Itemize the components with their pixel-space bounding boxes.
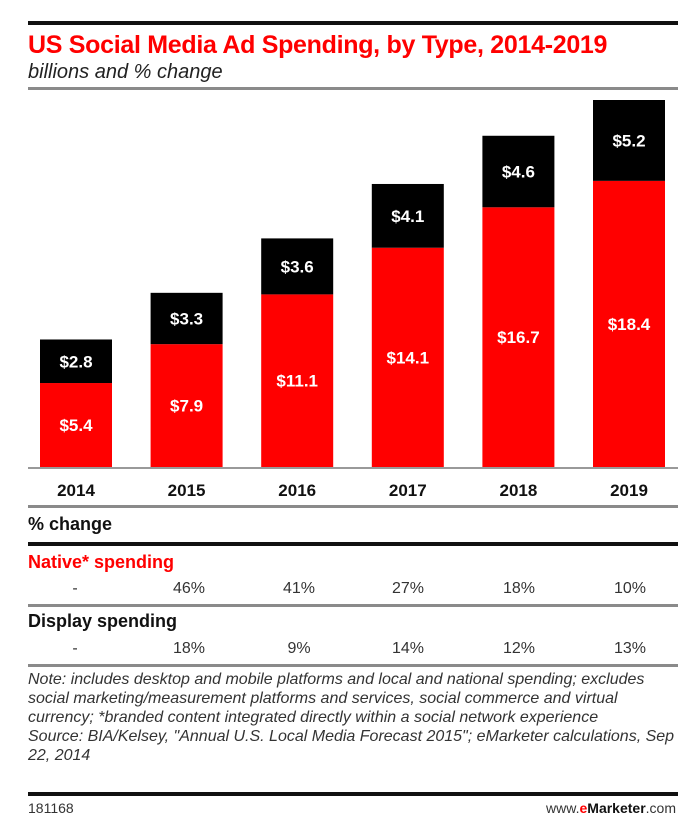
display-bar-2019 — [593, 100, 665, 181]
stacked-bar-chart: $5.4 $2.8 $7.9 $3.3 $11.1 $3.6 $14.1 $4.1 $16.7 $… — [28, 100, 678, 500]
brand-suffix: .com — [645, 800, 676, 816]
table-cell: 12% — [502, 640, 536, 657]
display-section-label: Display spending — [28, 611, 178, 631]
table-cell: 18% — [502, 580, 536, 597]
native-value-label: $18.4 — [608, 315, 651, 334]
notes-block: Note: includes desktop and mobile platfo… — [28, 670, 678, 765]
display-value-label: $4.1 — [391, 207, 424, 226]
table-cell: 41% — [282, 580, 316, 597]
native-section-label: Native* spending — [28, 552, 175, 572]
display-value-label: $4.6 — [502, 163, 535, 182]
display-value-label: $5.2 — [612, 131, 645, 150]
chart-title: US Social Media Ad Spending, by Type, 20… — [28, 31, 608, 59]
native-value-label: $11.1 — [276, 372, 318, 391]
emarketer-link[interactable]: www.eMarketer.com — [546, 800, 676, 816]
table-cell: - — [72, 580, 78, 597]
table-cell: 27% — [391, 580, 425, 597]
table-cell: 9% — [287, 640, 311, 657]
x-tick-label: 2015 — [168, 481, 206, 500]
display-bar-2015 — [150, 292, 223, 345]
brand-prefix: www. — [546, 800, 580, 816]
native-pct-row: - 46% 41% 27% 18% 10% — [0, 580, 696, 602]
table-cell: 10% — [613, 580, 647, 597]
chart-id: 181168 — [28, 800, 74, 816]
display-value-label: $3.3 — [170, 309, 203, 328]
footer-rule — [28, 792, 678, 796]
native-bar-2016 — [261, 294, 334, 467]
x-tick-label: 2018 — [499, 481, 537, 500]
table-cell: 13% — [613, 640, 647, 657]
display-bar-2014 — [40, 339, 112, 384]
native-bar-2019 — [593, 180, 665, 467]
native-value-label: $16.7 — [497, 328, 540, 347]
native-bar-2017 — [371, 247, 444, 467]
native-bar-2018 — [482, 207, 555, 467]
table-cell: 18% — [172, 640, 206, 657]
source-text: Source: BIA/Kelsey, "Annual U.S. Local M… — [28, 728, 675, 764]
chart-subtitle: billions and % change — [28, 61, 223, 83]
x-tick-label: 2019 — [610, 481, 648, 500]
display-bar-2018 — [482, 135, 555, 208]
pct-change-rule — [28, 542, 678, 546]
x-tick-label: 2017 — [389, 481, 427, 500]
table-top-rule — [28, 505, 678, 508]
note-text: Note: includes desktop and mobile platfo… — [28, 671, 645, 726]
native-value-label: $5.4 — [59, 416, 93, 435]
display-pct-row: - 18% 9% 14% 12% 13% — [0, 640, 696, 662]
native-value-label: $7.9 — [170, 397, 203, 416]
table-cell: 46% — [172, 580, 206, 597]
display-row-rule — [28, 664, 678, 667]
brand-e: e — [579, 800, 588, 816]
x-tick-label: 2016 — [278, 481, 316, 500]
x-tick-label: 2014 — [57, 481, 95, 500]
native-row-rule — [28, 604, 678, 607]
table-cell: - — [72, 640, 78, 657]
display-bar-2017 — [371, 183, 444, 248]
native-bar-2015 — [150, 344, 223, 467]
display-value-label: $3.6 — [281, 257, 314, 276]
table-cell: 14% — [391, 640, 425, 657]
native-value-label: $14.1 — [387, 348, 430, 367]
display-bar-2016 — [261, 238, 334, 295]
native-bar-2014 — [40, 383, 112, 467]
brand-name: Marketer — [587, 800, 646, 816]
header-rule — [28, 87, 678, 90]
top-rule — [28, 21, 678, 25]
display-value-label: $2.8 — [59, 352, 92, 371]
pct-change-heading: % change — [28, 514, 113, 534]
